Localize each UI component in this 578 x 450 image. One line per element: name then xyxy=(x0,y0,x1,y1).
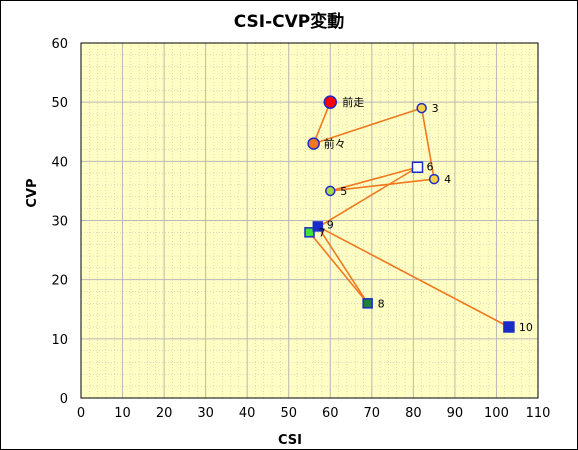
y-tick-label: 60 xyxy=(51,37,68,52)
data-point-label: 前走 xyxy=(342,95,364,109)
series-segment xyxy=(308,231,369,304)
data-point-circle xyxy=(307,137,320,150)
x-tick-label: 20 xyxy=(156,406,173,421)
data-point-label: 8 xyxy=(378,297,385,310)
series-segment xyxy=(330,166,418,192)
x-tick-label: 30 xyxy=(197,406,214,421)
series-segment xyxy=(330,178,435,192)
x-tick-labels: 0 10 20 30 40 50 60 70 80 90 100 110 xyxy=(77,406,551,421)
x-tick-label: 40 xyxy=(239,406,256,421)
x-tick-label: 110 xyxy=(526,406,551,421)
x-tick-label: 90 xyxy=(447,406,464,421)
data-markers xyxy=(304,95,515,333)
data-point-circle xyxy=(325,185,336,197)
y-tick-label: 10 xyxy=(51,333,68,348)
series-line xyxy=(308,101,510,328)
x-tick-label: 60 xyxy=(322,406,339,421)
plot-border xyxy=(80,42,539,399)
x-axis-title: CSI xyxy=(278,433,302,448)
y-tick-label: 50 xyxy=(51,96,68,111)
data-point-label: 3 xyxy=(432,102,439,115)
data-point-label: 4 xyxy=(444,173,451,186)
data-point-label: 9 xyxy=(327,218,334,231)
y-axis-title: CVP xyxy=(25,178,40,207)
data-point-circle xyxy=(323,95,338,109)
data-point-label: 10 xyxy=(519,321,533,334)
data-point-circle xyxy=(428,173,440,185)
x-tick-label: 100 xyxy=(484,406,509,421)
series-segment xyxy=(317,225,510,328)
x-tick-label: 80 xyxy=(405,406,422,421)
data-point-square xyxy=(411,161,424,173)
x-tick-label: 10 xyxy=(114,406,131,421)
y-tick-label: 0 xyxy=(60,392,68,407)
x-tick-label: 50 xyxy=(280,406,297,421)
data-point-square xyxy=(312,221,324,232)
y-tick-label: 20 xyxy=(51,274,68,289)
y-tick-label: 40 xyxy=(51,155,68,170)
x-tick-label: 70 xyxy=(364,406,381,421)
data-point-label: 前々 xyxy=(324,137,346,151)
data-point-label: 6 xyxy=(427,160,434,173)
data-point-label: 5 xyxy=(340,185,347,198)
data-point-square xyxy=(503,321,515,333)
x-tick-label: 0 xyxy=(77,406,85,421)
series-segment xyxy=(313,107,422,145)
y-tick-labels: 0 10 20 30 40 50 60 xyxy=(51,37,68,407)
series-segment xyxy=(312,101,332,144)
data-point-label: 7 xyxy=(319,226,326,239)
y-tick-label: 30 xyxy=(51,215,68,230)
chart-title: CSI-CVP変動 xyxy=(234,11,345,32)
series-segment xyxy=(317,225,369,304)
data-point-square xyxy=(304,227,315,238)
series-segment xyxy=(309,166,418,234)
data-point-square xyxy=(362,298,373,309)
series-segment xyxy=(420,107,435,180)
data-point-circle xyxy=(416,102,427,114)
